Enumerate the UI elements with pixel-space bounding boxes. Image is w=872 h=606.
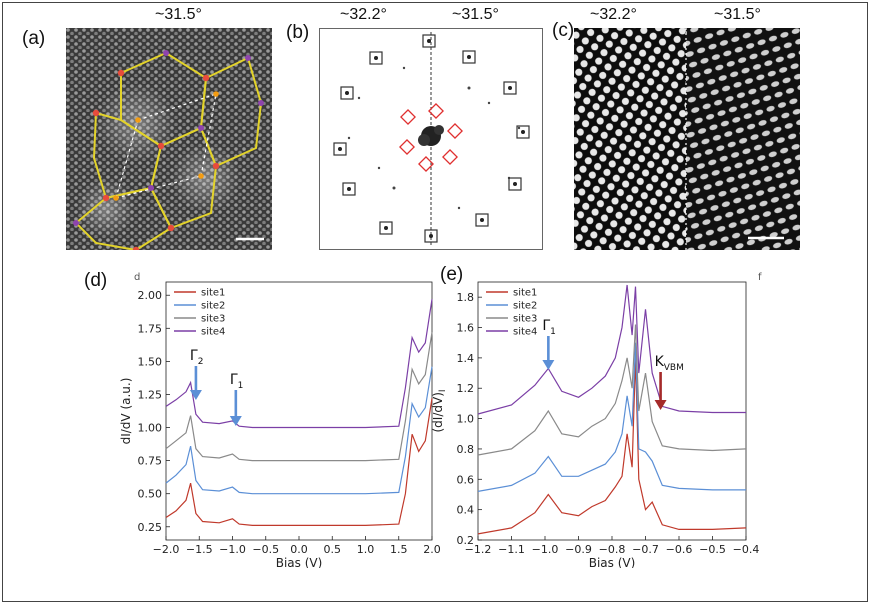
y-tick-label: 0.2: [457, 534, 475, 547]
y-tick-label: 1.4: [457, 352, 475, 365]
x-tick-label: 1.0: [357, 543, 375, 556]
series-line-site1: [165, 398, 433, 526]
panel-e-label: (e): [440, 264, 464, 285]
y-tick-label: 1.75: [138, 322, 163, 335]
series-line-site4: [165, 299, 433, 429]
x-tick-label: 1.5: [390, 543, 408, 556]
y-tick-label: 1.50: [138, 355, 163, 368]
x-tick-label: −0.8: [599, 543, 626, 556]
panel-a-label: (a): [22, 28, 46, 49]
moire-peak-diamonds: [399, 103, 463, 172]
x-axis-label: Bias (V): [276, 556, 323, 568]
x-tick-label: −2.0: [153, 543, 180, 556]
legend-label-site3: site3: [513, 314, 537, 325]
series-line-site1: [477, 357, 747, 535]
series-line-site3: [165, 332, 433, 462]
panel-a-angle: ~31.5°: [155, 6, 202, 23]
y-tick-label: 1.0: [457, 413, 475, 426]
y-tick-label: 0.75: [138, 455, 163, 468]
annotation-label: Γ2: [190, 348, 204, 367]
annotation-label: Γ1: [230, 372, 244, 391]
y-tick-label: 0.8: [457, 443, 475, 456]
y-tick-label: 1.25: [138, 388, 163, 401]
x-tick-label: −1.5: [186, 543, 213, 556]
y-axis-label: (dI/dV)I: [432, 389, 448, 432]
x-tick-label: −0.5: [699, 543, 726, 556]
y-tick-label: 1.00: [138, 422, 163, 435]
panel-b-fft-image: [319, 28, 543, 250]
x-tick-label: 0.0: [290, 543, 308, 556]
panel-b-angle-right: ~31.5°: [452, 6, 499, 23]
panel-c-angle-left: ~32.2°: [590, 6, 637, 23]
panel-b-label: (b): [286, 22, 310, 43]
x-tick-label: −0.5: [252, 543, 279, 556]
legend-label-site1: site1: [201, 288, 225, 299]
legend-label-site2: site2: [513, 301, 537, 312]
series-line-site3: [477, 324, 747, 456]
y-tick-label: 2.00: [138, 289, 163, 302]
legend-label-site4: site4: [513, 327, 537, 338]
y-axis-label: dI/dV (a.u.): [120, 378, 133, 445]
y-tick-label: 0.50: [138, 488, 163, 501]
legend-label-site2: site2: [201, 301, 225, 312]
corner-mark: f: [758, 272, 762, 283]
panel-b-angle-left: ~32.2°: [340, 6, 387, 23]
x-tick-label: −0.9: [565, 543, 592, 556]
x-tick-label: 2.0: [423, 543, 440, 556]
annotation-label: KVBM: [655, 354, 684, 373]
legend-label-site1: site1: [513, 288, 537, 299]
y-tick-label: 1.2: [457, 382, 475, 395]
x-tick-label: −1.0: [532, 543, 559, 556]
x-tick-label: −0.4: [733, 543, 760, 556]
y-tick-label: 1.8: [457, 291, 475, 304]
y-tick-label: 1.6: [457, 322, 475, 335]
x-tick-label: −0.7: [632, 543, 659, 556]
y-tick-label: 0.4: [457, 504, 475, 517]
x-tick-label: 0.5: [324, 543, 342, 556]
x-axis-label: Bias (V): [589, 556, 636, 568]
panel-a-stm-image: [66, 28, 272, 250]
series-line-site2: [165, 366, 433, 495]
panel-c-angle-right: ~31.5°: [714, 6, 761, 23]
annotation-label: Γ1: [542, 318, 556, 337]
x-tick-label: −1.0: [219, 543, 246, 556]
legend-label-site4: site4: [201, 327, 225, 338]
x-tick-label: −1.2: [465, 543, 492, 556]
y-tick-label: 0.25: [138, 521, 163, 534]
chart-e: −1.2 −1.1 −1.0 −0.9 −0.8 −0.7 −0.6 −0.5 −0.4 0.2 0…: [432, 272, 762, 568]
legend-label-site3: site3: [201, 314, 225, 325]
series-line-site2: [477, 342, 746, 492]
corner-mark: d: [134, 272, 140, 283]
x-tick-label: −0.6: [666, 543, 693, 556]
chart-d: −2.0 −1.5 −1.0 −0.5 0.0 0.5 1.0 1.5 2.0 0.25 0.50 0…: [120, 272, 440, 568]
panel-d-label: (d): [84, 270, 108, 291]
bragg-peak-boxes: [333, 34, 530, 243]
panel-c-label: (c): [552, 20, 575, 41]
x-tick-label: −1.1: [498, 543, 525, 556]
panel-c-filtered-image: [574, 28, 800, 250]
y-tick-label: 0.6: [457, 473, 475, 486]
